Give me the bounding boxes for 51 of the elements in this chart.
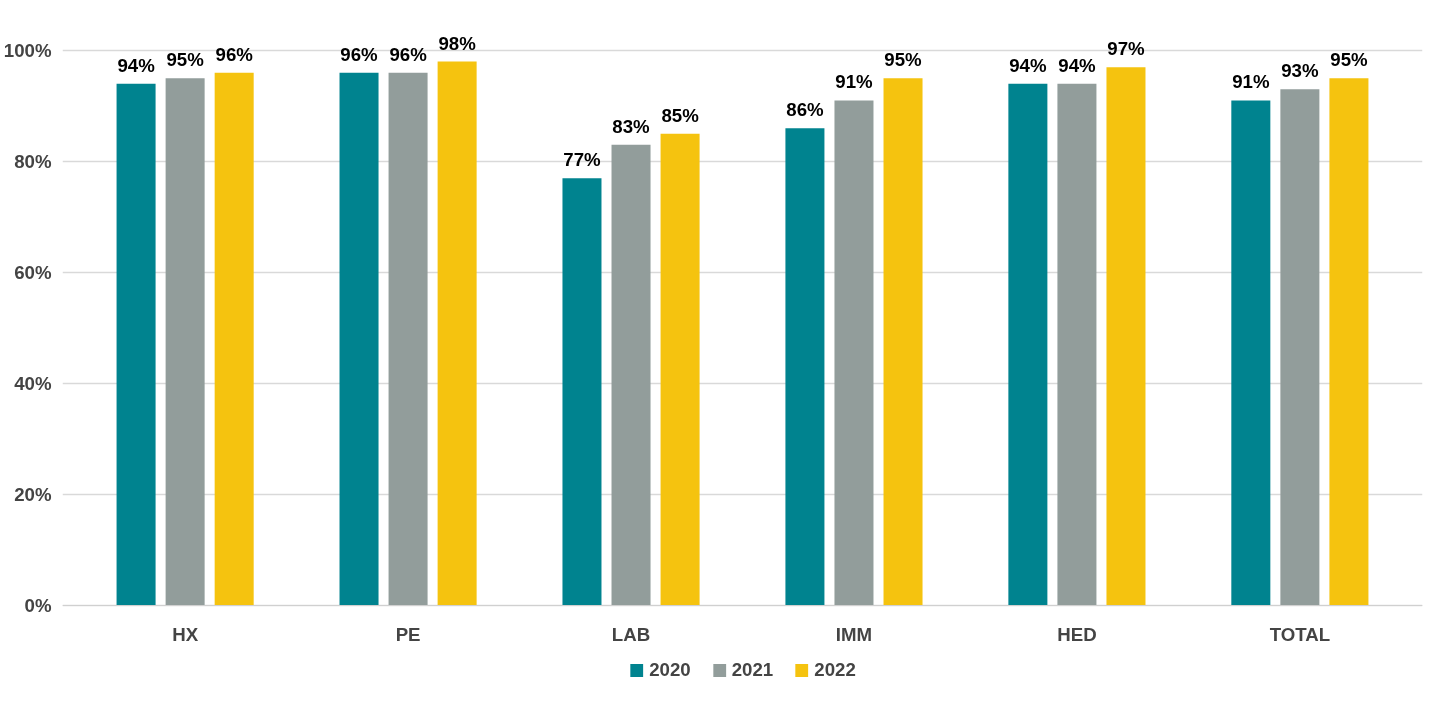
data-label: 93% xyxy=(1281,60,1319,82)
legend-label: 2020 xyxy=(649,659,691,681)
data-label: 94% xyxy=(117,54,156,76)
bar xyxy=(1106,67,1146,606)
bar xyxy=(165,78,205,606)
bar xyxy=(116,83,156,606)
data-label: 95% xyxy=(884,49,923,71)
x-tick-label: LAB xyxy=(611,623,651,645)
y-tick-label: 100% xyxy=(3,40,52,61)
data-label: 95% xyxy=(1330,49,1369,71)
bar xyxy=(883,78,923,606)
x-tick-label: HED xyxy=(1057,623,1097,645)
bar xyxy=(785,128,825,606)
y-tick-label: 40% xyxy=(14,373,52,394)
bar xyxy=(611,144,651,606)
data-label: 91% xyxy=(835,71,874,93)
bar xyxy=(562,178,602,606)
bar xyxy=(388,72,428,606)
x-tick-label: TOTAL xyxy=(1269,623,1331,645)
x-tick-label: HX xyxy=(172,623,199,645)
bar xyxy=(437,61,477,606)
data-label: 96% xyxy=(215,43,254,65)
y-tick-label: 0% xyxy=(24,595,52,616)
data-label: 96% xyxy=(340,43,379,65)
x-tick-label: PE xyxy=(395,623,421,645)
data-label: 96% xyxy=(389,43,428,65)
data-label: 95% xyxy=(166,49,205,71)
legend-label: 2022 xyxy=(814,659,856,681)
x-tick-label: IMM xyxy=(835,623,873,645)
data-label: 86% xyxy=(786,99,825,121)
data-label: 77% xyxy=(563,149,602,171)
bar xyxy=(1057,83,1097,606)
bar xyxy=(1329,78,1369,606)
data-label: 97% xyxy=(1107,38,1146,60)
data-label: 83% xyxy=(612,115,651,137)
bar xyxy=(214,72,254,606)
bar xyxy=(1008,83,1048,606)
y-tick-label: 20% xyxy=(14,484,52,505)
data-label: 94% xyxy=(1058,54,1097,76)
y-tick-label: 80% xyxy=(14,151,52,172)
bar xyxy=(660,133,700,606)
data-label: 91% xyxy=(1232,71,1270,93)
bar xyxy=(339,72,379,606)
data-label: 98% xyxy=(438,32,477,54)
bar xyxy=(1231,100,1271,606)
data-label: 94% xyxy=(1009,54,1047,76)
bar xyxy=(834,100,874,606)
y-tick-label: 60% xyxy=(14,262,52,283)
bar xyxy=(1280,89,1320,606)
data-label: 85% xyxy=(661,104,700,126)
legend-label: 2021 xyxy=(731,659,774,681)
